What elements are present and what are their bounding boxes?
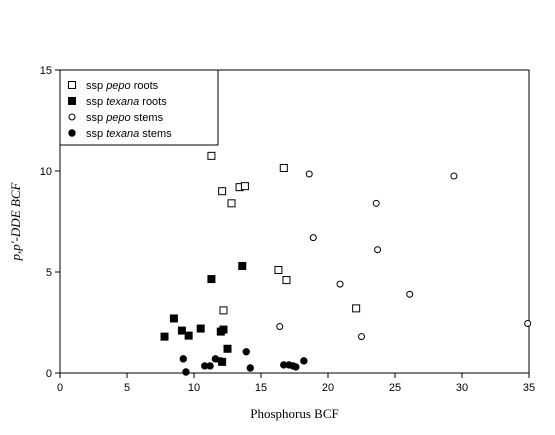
point-series0-1 [279, 163, 288, 172]
point-series3-1 [182, 368, 190, 376]
point-series3-6 [242, 348, 250, 356]
point-series3-3 [206, 362, 214, 370]
point-series1-1 [207, 275, 216, 284]
point-series2-1 [450, 172, 458, 180]
point-series1-2 [169, 314, 178, 323]
point-series2-9 [524, 320, 532, 328]
legend-label-0: ssp pepo roots [86, 80, 159, 92]
legend-marker-3 [68, 129, 76, 137]
legend-label-1: ssp texana roots [86, 96, 167, 108]
x-axis-title: Phosphorus BCF [250, 406, 339, 421]
point-series2-5 [336, 280, 344, 288]
point-series1-6 [216, 327, 225, 336]
point-series2-0 [305, 170, 313, 178]
legend-marker-2 [68, 113, 76, 121]
point-series2-3 [309, 234, 317, 242]
point-series2-2 [372, 199, 380, 207]
plot-area-frame [59, 69, 530, 374]
x-tick-label-3: 15 [255, 382, 267, 394]
point-series1-7 [160, 332, 169, 341]
point-series2-4 [374, 246, 382, 254]
point-series0-2 [218, 187, 227, 196]
point-series3-0 [179, 355, 187, 363]
y-tick-label-2: 10 [40, 166, 52, 178]
y-tick-label-0: 0 [46, 368, 52, 380]
legend-label-3: ssp texana stems [86, 128, 172, 140]
point-series1-0 [238, 261, 247, 270]
point-series3-11 [292, 363, 300, 371]
data-points [160, 151, 532, 376]
point-series3-12 [300, 357, 308, 365]
point-series1-3 [196, 324, 205, 333]
point-series1-9 [223, 344, 232, 353]
y-tick-label-1: 5 [46, 267, 52, 279]
legend-marker-0 [68, 81, 76, 89]
x-tick-label-6: 30 [456, 382, 468, 394]
point-series1-8 [184, 331, 193, 340]
y-tick-label-3: 15 [40, 65, 52, 77]
x-tick-label-7: 35 [523, 382, 535, 394]
point-series0-5 [227, 199, 236, 208]
point-series1-4 [177, 326, 186, 335]
axis-ticks: 0 5 10 15 20 25 30 35 0 5 10 15 [40, 65, 535, 394]
point-series3-7 [246, 364, 254, 372]
point-series2-8 [358, 333, 365, 341]
x-tick-label-1: 5 [124, 382, 130, 394]
point-series3-5 [217, 357, 225, 365]
point-series0-8 [352, 304, 361, 313]
x-tick-label-0: 0 [57, 382, 63, 394]
x-tick-label-2: 10 [188, 382, 200, 394]
point-series2-7 [276, 323, 284, 331]
point-series0-4 [240, 182, 249, 191]
point-series0-6 [274, 265, 283, 274]
legend-marker-1 [68, 97, 76, 105]
legend-label-2: ssp pepo stems [86, 112, 164, 124]
x-tick-label-5: 25 [389, 382, 401, 394]
point-series0-9 [219, 306, 228, 315]
legend-box [59, 69, 219, 146]
x-tick-label-4: 20 [322, 382, 334, 394]
y-axis-title: p,p'-DDE BCF [8, 182, 23, 262]
point-series2-6 [406, 290, 414, 298]
point-series0-0 [207, 151, 216, 160]
legend: ssp pepo roots ssp texana roots ssp pepo s… [59, 69, 219, 146]
point-series0-7 [282, 276, 291, 285]
